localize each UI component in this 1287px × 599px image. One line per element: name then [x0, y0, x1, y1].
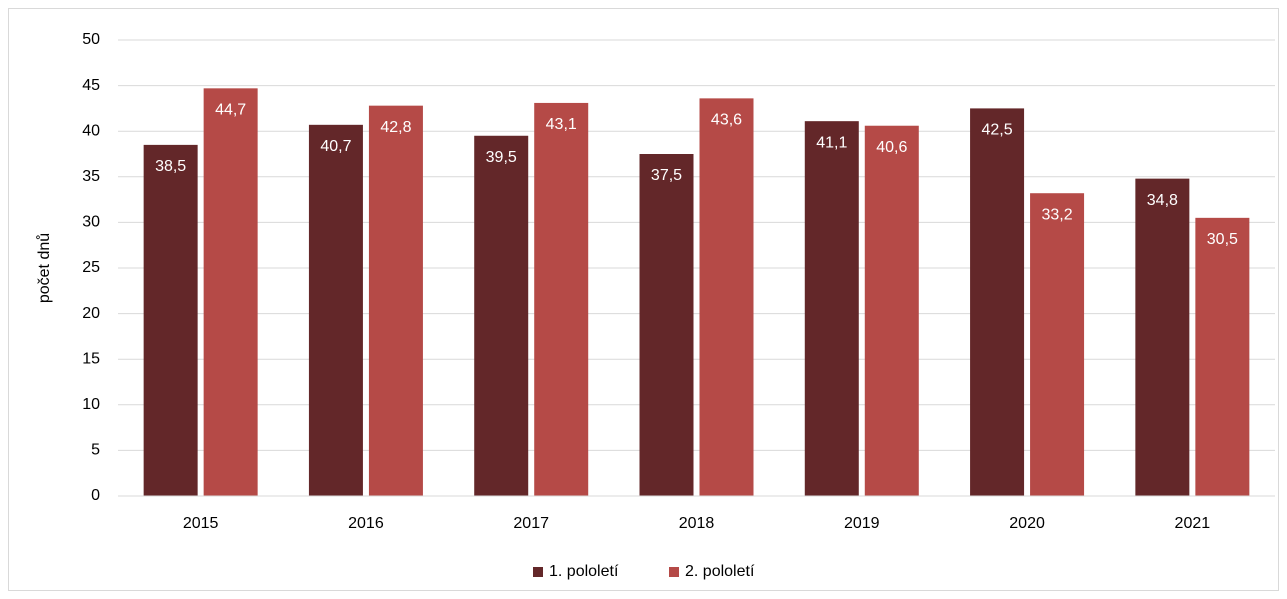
data-label: 39,5	[486, 149, 517, 166]
data-label: 42,5	[982, 122, 1013, 139]
bar	[699, 98, 754, 497]
bar	[534, 102, 589, 496]
bar	[639, 154, 694, 496]
data-label: 34,8	[1147, 192, 1178, 209]
data-label: 44,7	[215, 102, 246, 119]
bar	[203, 88, 258, 496]
x-tick-label: 2018	[679, 515, 715, 532]
data-label: 33,2	[1042, 206, 1073, 223]
legend-swatch	[669, 567, 679, 577]
x-tick-label: 2020	[1009, 515, 1045, 532]
data-label: 37,5	[651, 167, 682, 184]
bar	[970, 108, 1025, 497]
x-tick-label: 2016	[348, 515, 384, 532]
data-label: 43,6	[711, 112, 742, 129]
bar	[308, 124, 363, 496]
y-tick-label: 25	[82, 259, 100, 276]
y-tick-label: 20	[82, 305, 100, 322]
y-tick-label: 35	[82, 168, 100, 185]
data-label: 40,7	[320, 138, 351, 155]
y-tick-label: 5	[91, 442, 100, 459]
data-label: 30,5	[1207, 231, 1238, 248]
y-tick-label: 10	[82, 396, 100, 413]
y-tick-label: 45	[82, 77, 100, 94]
x-tick-label: 2017	[513, 515, 549, 532]
data-label: 40,6	[876, 139, 907, 156]
bar	[1135, 178, 1190, 496]
legend-label: 2. pololetí	[685, 563, 755, 580]
y-tick-label: 0	[91, 487, 100, 504]
bar	[1195, 217, 1250, 496]
bar	[474, 135, 529, 496]
y-tick-label: 30	[82, 214, 100, 231]
x-tick-label: 2015	[183, 515, 219, 532]
bar	[1030, 193, 1085, 496]
legend-swatch	[533, 567, 543, 577]
y-tick-label: 50	[82, 31, 100, 48]
bar	[864, 125, 919, 496]
y-axis-title: počet dnů	[35, 233, 53, 303]
data-label: 43,1	[546, 116, 577, 133]
x-tick-label: 2021	[1175, 515, 1211, 532]
bar	[143, 144, 198, 496]
bar	[368, 105, 423, 496]
x-tick-label: 2019	[844, 515, 880, 532]
data-label: 42,8	[380, 119, 411, 136]
y-tick-label: 15	[82, 350, 100, 367]
data-label: 41,1	[816, 134, 847, 151]
bar	[804, 121, 859, 496]
y-tick-label: 40	[82, 122, 100, 139]
data-label: 38,5	[155, 158, 186, 175]
legend-label: 1. pololetí	[549, 563, 619, 580]
